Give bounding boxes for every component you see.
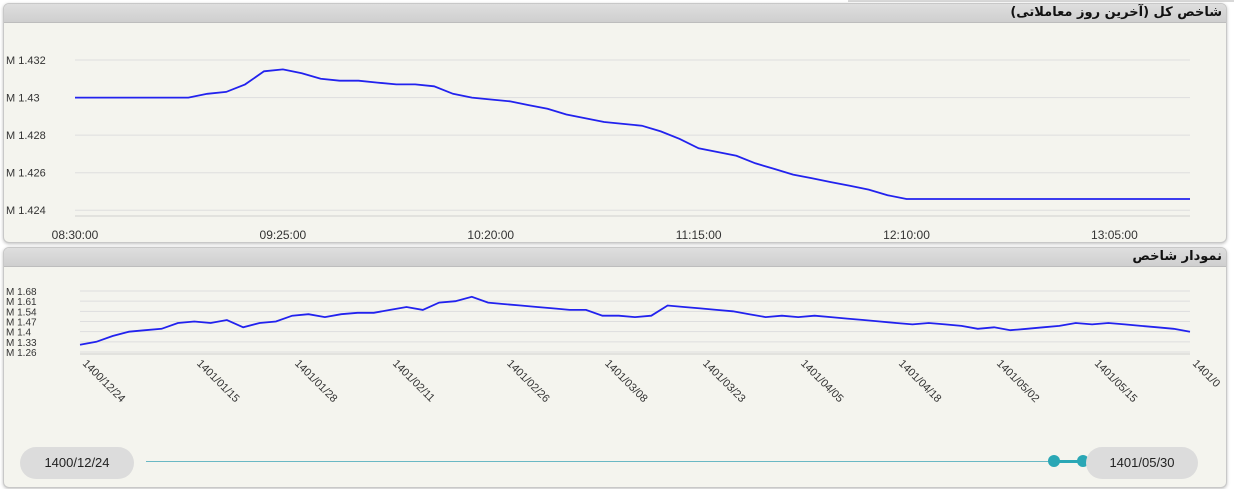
x-tick-label: 1401/04/18: [896, 358, 943, 405]
x-tick-label: 10:20:00: [467, 228, 514, 242]
x-tick-label: 1401/03/08: [602, 358, 649, 405]
x-tick-label: 1401/04/05: [798, 358, 845, 405]
index-history-panel: نمودار شاخص M 1.68 M 1.61 M 1.54 M 1.47 M 1.…: [3, 247, 1227, 488]
x-tick-label: 1401/02/11: [390, 358, 437, 405]
x-tick-label: 1401/0: [1190, 358, 1222, 390]
y-tick-label: M 1.61: [6, 297, 37, 308]
y-tick-label: M 1.68: [6, 287, 37, 298]
intraday-index-chart: M 1.432 M 1.43 M 1.428 M 1.426 M 1.424 08:30:…: [6, 55, 1190, 242]
y-tick-label: M 1.428: [6, 130, 46, 142]
y-tick-label: M 1.424: [6, 205, 46, 217]
y-tick-label: M 1.4: [6, 328, 31, 339]
range-slider-selection: [1054, 460, 1084, 463]
y-tick-label: M 1.26: [6, 348, 37, 359]
x-tick-label: 1401/01/15: [194, 358, 241, 405]
y-tick-label: M 1.432: [6, 55, 46, 67]
range-end-pill[interactable]: 1401/05/30: [1086, 447, 1198, 479]
range-slider-track[interactable]: [146, 461, 1086, 462]
x-tick-label: 08:30:00: [52, 228, 99, 242]
x-tick-label: 1401/03/23: [700, 358, 747, 405]
y-tick-label: M 1.47: [6, 318, 37, 329]
x-tick-label: 13:05:00: [1091, 228, 1138, 242]
y-tick-label: M 1.54: [6, 307, 37, 318]
x-tick-label: 1401/05/02: [994, 358, 1041, 405]
intraday-index-title: شاخص کل (آخرین روز معاملاتی): [4, 4, 1226, 23]
y-tick-label: M 1.43: [6, 93, 40, 105]
index-history-title: نمودار شاخص: [4, 248, 1226, 267]
x-tick-label: 12:10:00: [883, 228, 930, 242]
series-line: [75, 68, 1190, 200]
x-tick-label: 1401/01/28: [292, 358, 339, 405]
x-tick-label: 1401/05/15: [1092, 358, 1139, 405]
x-tick-label: 1400/12/24: [80, 358, 127, 405]
top-border: [848, 0, 1234, 2]
range-start-pill[interactable]: 1400/12/24: [20, 447, 134, 479]
x-tick-label: 1401/02/26: [504, 358, 551, 405]
intraday-index-panel: شاخص کل (آخرین روز معاملاتی) M 1.432 M 1.…: [3, 3, 1227, 243]
index-history-chart: M 1.68M 1.61M 1.54M 1.47M 1.4M 1.33M 1.2…: [6, 287, 1222, 405]
y-tick-label: M 1.33: [6, 338, 37, 349]
x-tick-label: 09:25:00: [260, 228, 307, 242]
range-start-handle[interactable]: [1048, 455, 1060, 467]
y-tick-label: M 1.426: [6, 168, 46, 180]
series-line: [79, 295, 1191, 346]
x-tick-label: 11:15:00: [676, 228, 722, 242]
